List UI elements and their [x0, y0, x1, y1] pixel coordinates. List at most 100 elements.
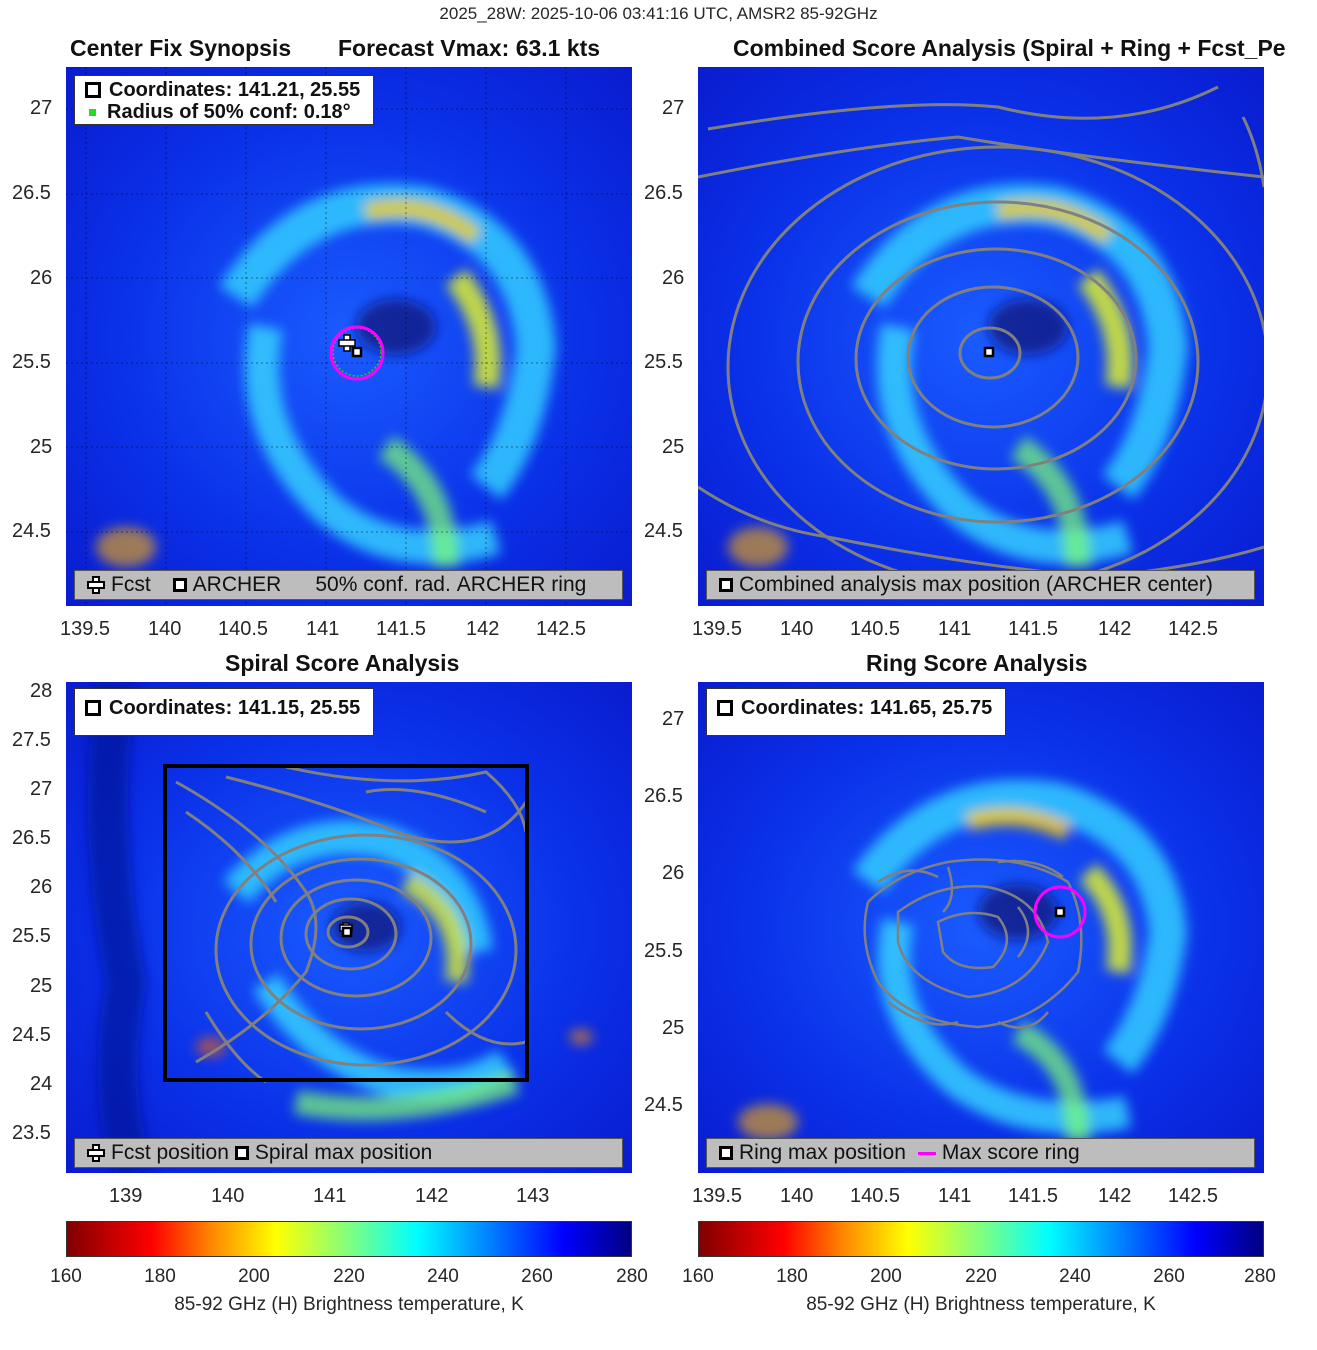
xtick: 140.5	[850, 1185, 901, 1207]
xtick: 142	[466, 618, 500, 640]
xtick: 139.5	[60, 618, 111, 640]
synopsis-map: Coordinates: 141.21, 25.55 Radius of 50%…	[66, 67, 632, 606]
max-score-ring	[1033, 885, 1087, 939]
xtick: 140	[148, 618, 182, 640]
cbar-axis-label: 85-92 GHz (H) Brightness temperature, K	[174, 1294, 524, 1315]
xtick: 141	[938, 618, 972, 640]
synopsis-radius: Radius of 50% conf: 0.18°	[107, 100, 351, 123]
ytick: 26.5	[644, 785, 683, 807]
ytick: 27.5	[12, 729, 51, 751]
xtick: 139.5	[692, 618, 743, 640]
ring-contours	[863, 858, 1083, 1029]
legend-spiral-max: Spiral max position	[254, 1141, 433, 1164]
xtick: 141	[306, 618, 340, 640]
ytick: 25	[30, 436, 53, 458]
xtick: 142	[1098, 618, 1132, 640]
spiral-legend: Coordinates: 141.15, 25.55	[74, 688, 374, 736]
spiral-bottom-legend: Fcst position Spiral max position	[74, 1138, 623, 1168]
synopsis-vmax: Forecast Vmax: 63.1 kts	[338, 35, 601, 61]
square-marker-icon	[85, 82, 101, 98]
cbar-tick: 220	[965, 1266, 997, 1287]
spiral-coords: Coordinates: 141.15, 25.55	[109, 696, 361, 719]
xtick: 142.5	[1168, 1185, 1219, 1207]
xtick: 142.5	[1168, 618, 1219, 640]
cbar-axis-label: 85-92 GHz (H) Brightness temperature, K	[806, 1294, 1156, 1315]
square-marker-icon	[85, 700, 101, 716]
ytick: 25.5	[644, 940, 683, 962]
xtick: 139	[109, 1185, 143, 1207]
spiral-heatmap	[66, 682, 632, 1173]
xtick: 141	[938, 1185, 972, 1207]
spiral-map: Coordinates: 141.15, 25.55 Fcst position…	[66, 682, 632, 1173]
search-box	[163, 764, 529, 1082]
cbar-tick: 200	[870, 1266, 902, 1287]
ytick: 26	[30, 267, 53, 289]
ytick: 26.5	[644, 182, 683, 204]
plus-marker-icon	[87, 576, 105, 594]
plus-marker-icon	[87, 1144, 105, 1162]
combined-contours	[698, 85, 1264, 589]
square-marker-icon	[172, 578, 187, 592]
legend-ring-max: Ring max position	[739, 1141, 906, 1164]
cbar-tick: 260	[521, 1266, 553, 1287]
ytick: 25.5	[644, 351, 683, 373]
cbar-tick: 240	[427, 1266, 459, 1287]
legend-max-score-ring: Max score ring	[941, 1141, 1080, 1164]
synopsis-heatmap	[66, 67, 632, 606]
square-marker-icon	[234, 1146, 249, 1160]
synopsis-legend: Coordinates: 141.21, 25.55 Radius of 50%…	[74, 75, 374, 125]
ytick: 26.5	[12, 182, 51, 204]
cbar-tick: 220	[333, 1266, 365, 1287]
xtick: 142.5	[536, 618, 587, 640]
ring-map: Coordinates: 141.65, 25.75 Ring max posi…	[698, 682, 1264, 1173]
cbar-tick: 260	[1153, 1266, 1185, 1287]
colorbar-right	[698, 1221, 1264, 1257]
cbar-tick: 200	[238, 1266, 270, 1287]
xtick: 143	[516, 1185, 550, 1207]
xtick: 142	[1098, 1185, 1132, 1207]
ytick: 27	[662, 708, 685, 730]
synopsis-title: Center Fix Synopsis	[70, 35, 292, 61]
square-marker-icon	[717, 700, 733, 716]
xtick: 141.5	[1008, 618, 1059, 640]
spiral-max-icon	[341, 926, 353, 938]
spiral-contours	[175, 765, 528, 1084]
ring-legend: Coordinates: 141.65, 25.75	[706, 688, 1006, 736]
cbar-tick: 160	[50, 1266, 82, 1287]
ytick: 26	[30, 876, 53, 898]
ytick: 27	[30, 778, 53, 800]
ring-coords: Coordinates: 141.65, 25.75	[741, 696, 993, 719]
xtick: 140.5	[218, 618, 269, 640]
ytick: 25	[662, 1017, 685, 1039]
xtick: 140	[780, 1185, 814, 1207]
ytick: 24.5	[12, 1024, 51, 1046]
ring-heatmap	[698, 682, 1264, 1173]
archer-center-icon	[351, 346, 363, 358]
cbar-tick: 280	[1244, 1266, 1276, 1287]
colorbar-left	[66, 1221, 632, 1257]
legend-fcst-position: Fcst position	[111, 1141, 229, 1164]
ytick: 24.5	[644, 1094, 683, 1116]
ytick: 23.5	[12, 1122, 51, 1144]
legend-archer: ARCHER	[192, 573, 282, 596]
spiral-title: Spiral Score Analysis	[225, 650, 460, 676]
ytick: 26	[662, 267, 685, 289]
ytick: 24	[30, 1073, 53, 1095]
xtick: 139.5	[692, 1185, 743, 1207]
legend-combined-max: Combined analysis max position (ARCHER c…	[739, 573, 1213, 596]
forecast-plus-icon	[338, 334, 356, 352]
ytick: 26.5	[12, 827, 51, 849]
ring-bottom-legend: Ring max position Max score ring	[706, 1138, 1255, 1168]
ytick: 25	[30, 975, 53, 997]
xtick: 142	[415, 1185, 449, 1207]
ytick: 26	[662, 862, 685, 884]
combined-max-icon	[983, 346, 995, 358]
ytick: 27	[30, 97, 53, 119]
ring-max-icon	[1054, 906, 1066, 918]
ring-title: Ring Score Analysis	[866, 650, 1088, 676]
legend-fcst: Fcst	[111, 573, 151, 596]
ytick: 24.5	[644, 520, 683, 542]
cbar-tick: 180	[144, 1266, 176, 1287]
combined-title: Combined Score Analysis (Spiral + Ring +…	[733, 35, 1286, 61]
ytick: 28	[30, 680, 53, 702]
